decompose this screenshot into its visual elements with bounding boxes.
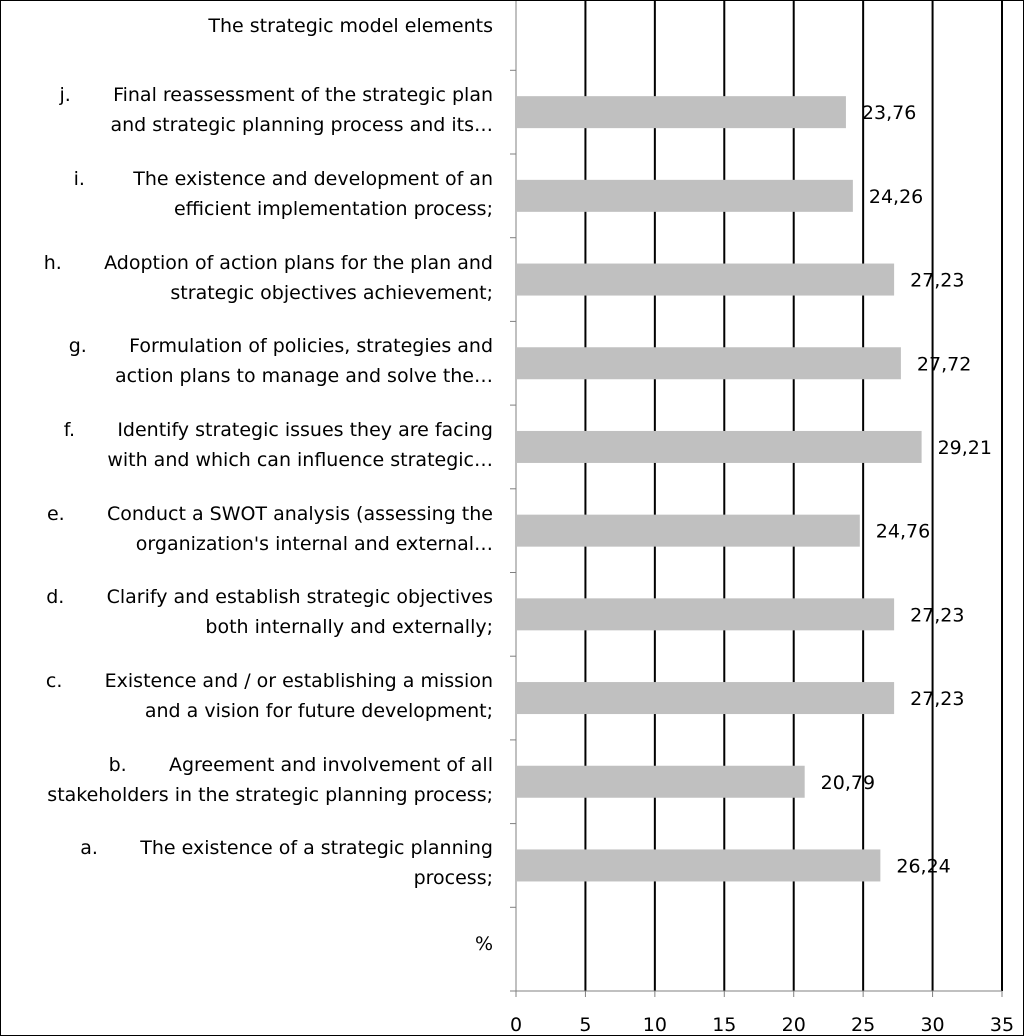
bar — [516, 514, 860, 547]
category-label: g. Formulation of policies, strategies a… — [68, 335, 493, 388]
category-label: f. Identify strategic issues they are fa… — [63, 418, 493, 471]
data-label: 27,23 — [910, 270, 964, 292]
data-label: 20,79 — [821, 772, 875, 794]
bar — [516, 598, 895, 631]
x-tick-label: 25 — [851, 1014, 875, 1035]
data-label: 26,24 — [896, 855, 950, 877]
data-label: 24,76 — [876, 521, 930, 543]
x-tick-label: 20 — [782, 1014, 806, 1035]
x-tick-label: 15 — [712, 1014, 736, 1035]
category-label: c. Existence and / or establishing a mis… — [45, 670, 493, 723]
category-label: i. The existence and development of an e… — [73, 167, 493, 220]
data-label: 27,23 — [910, 688, 964, 710]
category-label: b. Agreement and involvement of all stak… — [47, 753, 493, 806]
bar — [516, 430, 922, 463]
category-label: h. Adoption of action plans for the plan… — [43, 251, 493, 304]
category-label: % — [474, 933, 493, 956]
data-label: 29,21 — [938, 437, 992, 459]
category-label: The strategic model elements — [208, 15, 493, 38]
x-tick-label: 0 — [510, 1014, 522, 1035]
x-tick-label: 30 — [920, 1014, 944, 1035]
data-label: 23,76 — [862, 102, 916, 124]
category-label: d. Clarify and establish strategic objec… — [46, 586, 493, 639]
bar — [516, 179, 853, 212]
category-label: a. The existence of a strategic planning… — [80, 837, 493, 890]
data-label: 27,72 — [917, 353, 971, 375]
bar — [516, 849, 881, 882]
bar — [516, 765, 805, 798]
bar — [516, 347, 901, 380]
bar — [516, 96, 846, 129]
x-tick-label: 5 — [579, 1014, 591, 1035]
x-tick-label: 10 — [643, 1014, 667, 1035]
category-label: j. Final reassessment of the strategic p… — [59, 84, 493, 137]
data-label: 27,23 — [910, 604, 964, 626]
x-tick-label: 35 — [990, 1014, 1014, 1035]
category-label: e. Conduct a SWOT analysis (assessing th… — [46, 502, 493, 555]
bar — [516, 263, 895, 296]
data-label: 24,26 — [869, 186, 923, 208]
bar — [516, 682, 895, 715]
